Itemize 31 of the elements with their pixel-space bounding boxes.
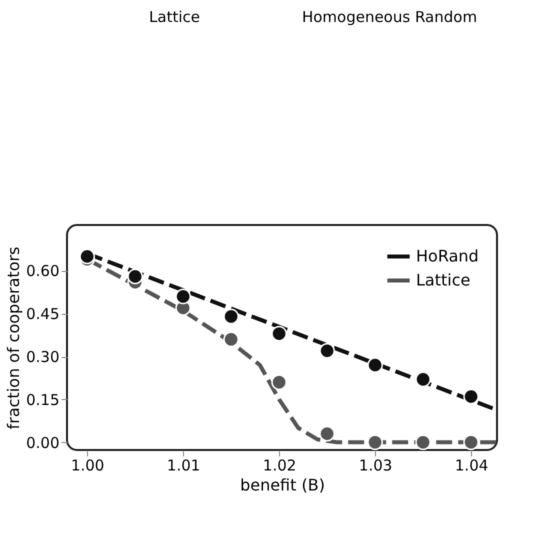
x-tick-label: 1.04 — [454, 456, 488, 474]
y-tick-label: 0.60 — [26, 262, 60, 280]
point — [271, 326, 287, 342]
point — [415, 434, 431, 450]
point — [79, 248, 95, 264]
y-tick-label: 0.00 — [26, 434, 60, 452]
x-tick-label: 1.03 — [358, 456, 392, 474]
text: Homogeneous Random — [302, 8, 478, 26]
legend-label: Lattice — [416, 270, 470, 290]
point — [271, 374, 287, 390]
y-tick-label: 0.45 — [26, 305, 60, 324]
point — [415, 372, 431, 388]
y-axis-title: fraction of cooperators — [4, 246, 24, 430]
x-tick-label: 1.02 — [262, 456, 296, 474]
point — [463, 388, 479, 404]
point — [223, 308, 239, 324]
y-tick-label: 0.15 — [26, 390, 60, 409]
x-axis-title: benefit (B) — [240, 476, 325, 494]
point — [463, 434, 479, 450]
x-tick-label: 1.01 — [166, 456, 200, 474]
legend-label: HoRand — [416, 246, 479, 266]
y-tick-label: 0.30 — [26, 348, 60, 366]
point — [127, 268, 143, 284]
text: Lattice — [149, 8, 200, 26]
point — [367, 434, 383, 450]
point — [223, 332, 239, 348]
x-tick-label: 1.00 — [70, 456, 104, 474]
point — [367, 357, 383, 373]
point — [175, 288, 191, 304]
point — [319, 342, 335, 359]
point — [319, 426, 335, 442]
